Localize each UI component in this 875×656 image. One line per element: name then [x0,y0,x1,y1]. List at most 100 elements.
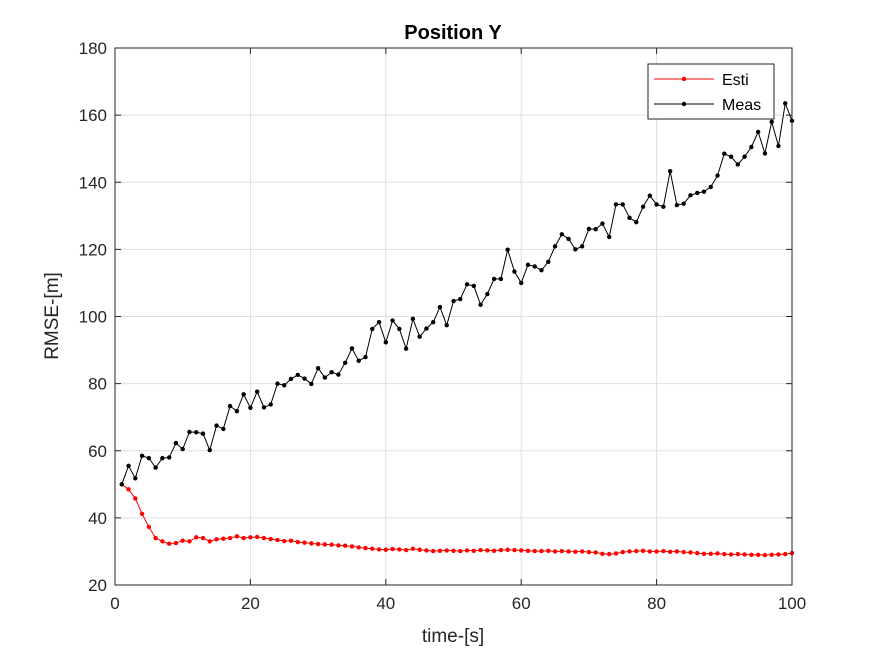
data-point-meas [539,267,544,273]
data-point-meas [227,403,233,409]
data-point-meas [342,360,348,366]
data-point-esti [458,548,463,554]
data-point-meas [397,326,402,332]
data-point-meas [620,202,625,207]
data-point-esti [600,551,605,556]
data-point-meas [478,302,483,307]
data-point-meas [532,264,537,269]
data-point-meas [356,358,361,364]
data-point-esti [478,547,483,553]
data-point-meas [451,298,456,304]
data-point-esti [749,552,754,557]
data-point-esti [390,546,395,552]
x-tick-label: 0 [110,594,119,613]
data-point-meas [755,129,761,135]
data-point-esti [139,511,145,517]
legend-marker-meas [681,101,687,107]
data-point-esti [525,548,531,553]
x-tick-label: 20 [241,594,260,613]
legend-marker-esti [681,76,687,82]
data-point-esti [783,551,788,557]
data-point-esti [295,539,300,545]
x-tick-label: 60 [512,594,531,613]
data-point-esti [559,548,565,554]
data-point-meas [634,219,639,225]
data-point-meas [715,173,720,178]
data-point-esti [282,538,287,544]
data-point-esti [546,548,551,553]
data-point-esti [288,538,294,543]
data-point-esti [146,524,152,530]
data-point-meas [173,440,179,446]
data-point-esti [221,536,226,541]
data-point-meas [349,346,355,351]
data-point-esti [275,537,280,543]
y-tick-label: 140 [79,173,107,192]
data-point-meas [166,455,172,460]
data-point-esti [430,548,436,554]
data-point-meas [505,247,510,252]
y-tick-label: 180 [79,39,107,58]
data-point-meas [403,346,409,351]
data-point-esti [302,540,307,545]
series-meas [119,101,795,487]
data-point-meas [376,320,382,325]
data-point-esti [363,545,368,551]
data-point-esti [708,551,713,556]
data-point-meas [728,154,734,159]
data-point-esti [383,547,388,552]
data-point-meas [410,316,416,322]
data-point-esti [681,549,686,555]
data-point-meas [491,276,497,282]
data-point-meas [579,244,585,249]
data-point-meas [546,259,551,264]
data-point-esti [491,548,497,553]
data-point-meas [735,162,741,167]
data-point-meas [600,221,605,226]
data-point-esti [309,541,314,546]
data-point-esti [722,551,727,557]
data-point-esti [356,545,361,550]
data-point-esti [519,548,524,553]
data-point-esti [539,548,544,554]
data-point-esti [627,549,632,554]
y-tick-label: 160 [79,106,107,125]
data-point-meas [640,204,646,209]
data-point-meas [248,405,253,410]
y-axis-label: RMSE-[m] [42,272,63,360]
data-point-meas [133,476,138,481]
data-point-esti [735,551,741,557]
data-point-meas [336,372,341,377]
data-point-esti [241,535,246,541]
data-point-esti [674,549,680,554]
data-point-esti [194,535,199,540]
data-point-esti [505,547,510,552]
x-tick-label: 40 [376,594,395,613]
data-point-meas [722,151,727,156]
data-point-meas [302,376,307,381]
data-point-esti [498,547,504,553]
data-point-meas [363,354,368,360]
data-point-meas [742,154,747,159]
data-point-esti [153,535,158,541]
data-point-meas [288,376,294,382]
data-point-meas [661,204,666,209]
data-point-esti [403,547,409,553]
data-point-esti [160,539,165,544]
data-point-esti [532,548,537,554]
data-point-esti [200,535,206,541]
series-line-meas [121,101,793,485]
data-point-meas [613,202,619,207]
data-point-meas [390,318,395,323]
data-point-meas [519,280,524,286]
data-point-meas [295,372,300,378]
data-point-esti [667,549,673,554]
data-point-meas [701,189,707,194]
data-point-meas [667,168,673,174]
data-point-esti [701,551,707,556]
data-point-esti [471,548,477,553]
data-point-esti [207,539,212,544]
data-point-meas [322,375,328,380]
data-point-meas [241,392,246,397]
